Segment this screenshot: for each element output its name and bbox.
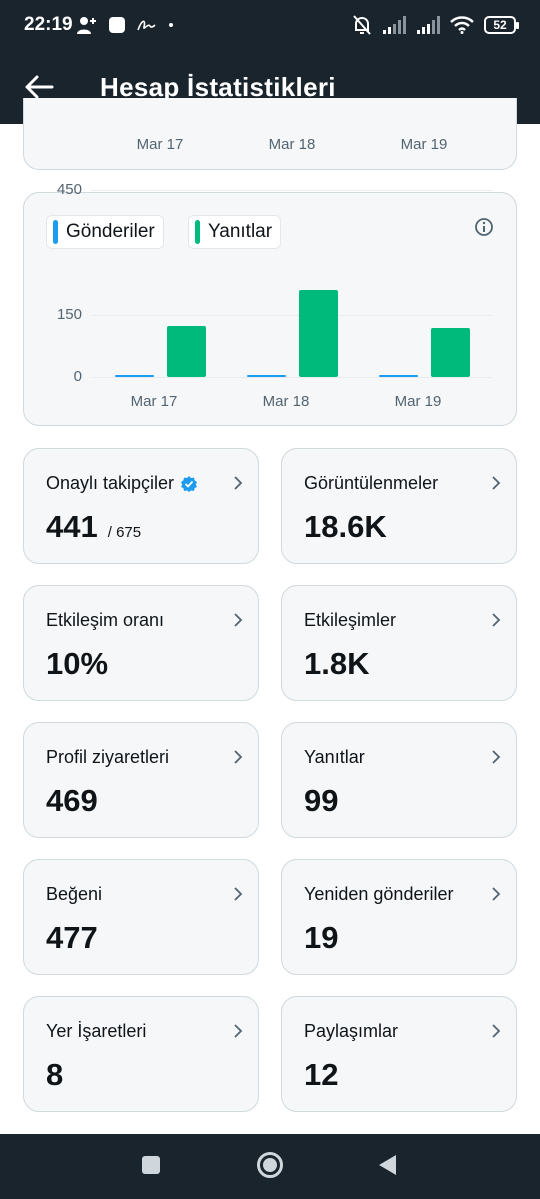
status-right-icons: 52 [352,13,519,37]
legend-item-posts[interactable]: Gönderiler [46,215,164,249]
stat-value: 12 [304,1057,339,1092]
stat-value: 99 [304,783,339,818]
stat-label: Yer İşaretleri [46,1021,147,1041]
gridline [91,377,492,378]
x-axis-label: Mar 19 [400,136,448,153]
bar-posts[interactable] [379,375,418,377]
stat-card-engagement-rate[interactable]: Etkileşim oranı 10% [23,585,259,701]
dot-icon [169,23,173,27]
back-button[interactable] [377,1154,397,1176]
x-axis-tick-label: Mar 18 [262,393,310,410]
bar-posts[interactable] [247,375,286,377]
stat-label: Etkileşim oranı [46,610,165,630]
stat-value: 441 / 675 [46,509,141,545]
x-axis-tick-label: Mar 17 [130,393,178,410]
stat-card-engagements[interactable]: Etkileşimler 1.8K [281,585,517,701]
bar-replies[interactable] [167,326,206,377]
stat-value: 1.8K [304,646,370,681]
stat-label: Onaylı takipçiler [46,473,198,494]
legend-label-posts: Gönderiler [66,221,155,242]
stat-value: 18.6K [304,509,387,544]
gridline [91,315,492,316]
arrow-left-icon[interactable] [22,70,56,104]
stat-card-shares[interactable]: Paylaşımlar 12 [281,996,517,1112]
chevron-right-icon [234,1024,243,1038]
legend-item-replies[interactable]: Yanıtlar [188,215,282,249]
system-navigation-bar [0,1134,540,1199]
person-add-icon [77,17,96,34]
chevron-right-icon [492,476,501,490]
page-title: Hesap İstatistikleri [100,72,336,102]
stat-label: Paylaşımlar [304,1021,399,1041]
stat-card-profile-visits[interactable]: Profil ziyaretleri 469 [23,722,259,838]
y-axis-tick-label: 0 [73,368,82,385]
status-time: 22:19 [24,14,73,35]
legend-label-replies: Yanıtlar [208,221,273,242]
battery-icon: 52 [484,16,519,34]
x-axis-label: Mar 18 [268,136,316,153]
wifi-icon [450,16,474,34]
signature-icon [137,20,156,31]
bar-replies[interactable] [431,328,470,378]
legend-swatch-posts [53,220,58,244]
y-axis-tick-label: 450 [56,181,82,198]
chevron-right-icon [234,613,243,627]
chevron-right-icon [234,476,243,490]
home-button[interactable] [256,1151,284,1179]
previous-chart-card: Mar 17 Mar 18 Mar 19 [23,98,517,170]
stat-card-bookmarks[interactable]: Yer İşaretleri 8 [23,996,259,1112]
stat-card-reposts[interactable]: Yeniden gönderiler 19 [281,859,517,975]
stat-label: Yanıtlar [304,747,365,767]
stat-label: Beğeni [46,884,103,904]
chevron-right-icon [234,750,243,764]
chevron-right-icon [492,750,501,764]
stat-value: 477 [46,920,98,955]
chevron-right-icon [492,887,501,901]
verified-badge-icon [181,475,198,492]
battery-level: 52 [493,18,507,32]
stat-sub-value: / 675 [107,524,142,541]
stat-value: 19 [304,920,339,955]
x-axis-label: Mar 17 [136,136,184,153]
stat-label: Yeniden gönderiler [304,884,454,904]
stat-card-verified-followers[interactable]: Onaylı takipçiler 441 / 675 [23,448,259,564]
stat-value-text: 441 [46,509,98,544]
y-axis-tick-label: 150 [56,306,82,323]
x-axis-tick-label: Mar 19 [394,393,442,410]
stat-label: Etkileşimler [304,610,397,630]
stat-label-text: Onaylı takipçiler [46,473,175,493]
chevron-right-icon [492,613,501,627]
stat-label: Profil ziyaretleri [46,747,170,767]
app-square-icon [109,17,125,33]
stat-value: 8 [46,1057,64,1092]
signal-icon [417,16,440,34]
bar-posts[interactable] [115,375,154,377]
gridline [91,190,492,191]
stat-value: 469 [46,783,98,818]
chevron-right-icon [492,1024,501,1038]
stat-card-likes[interactable]: Beğeni 477 [23,859,259,975]
posts-replies-chart-card: Gönderiler Yanıtlar 0 150 450 Mar 17 Mar 18 M… [23,181,517,426]
muted-bell-icon [353,15,371,35]
recent-apps-button[interactable] [142,1156,160,1174]
signal-icon [383,16,406,34]
stat-card-replies[interactable]: Yanıtlar 99 [281,722,517,838]
stat-card-impressions[interactable]: Görüntülenmeler 18.6K [281,448,517,564]
stat-value: 10% [46,646,109,681]
chevron-right-icon [234,887,243,901]
legend-swatch-replies [195,220,200,244]
status-left-icons [76,14,176,36]
bar-replies[interactable] [299,290,338,378]
info-icon[interactable] [474,217,494,237]
stat-label: Görüntülenmeler [304,473,439,493]
